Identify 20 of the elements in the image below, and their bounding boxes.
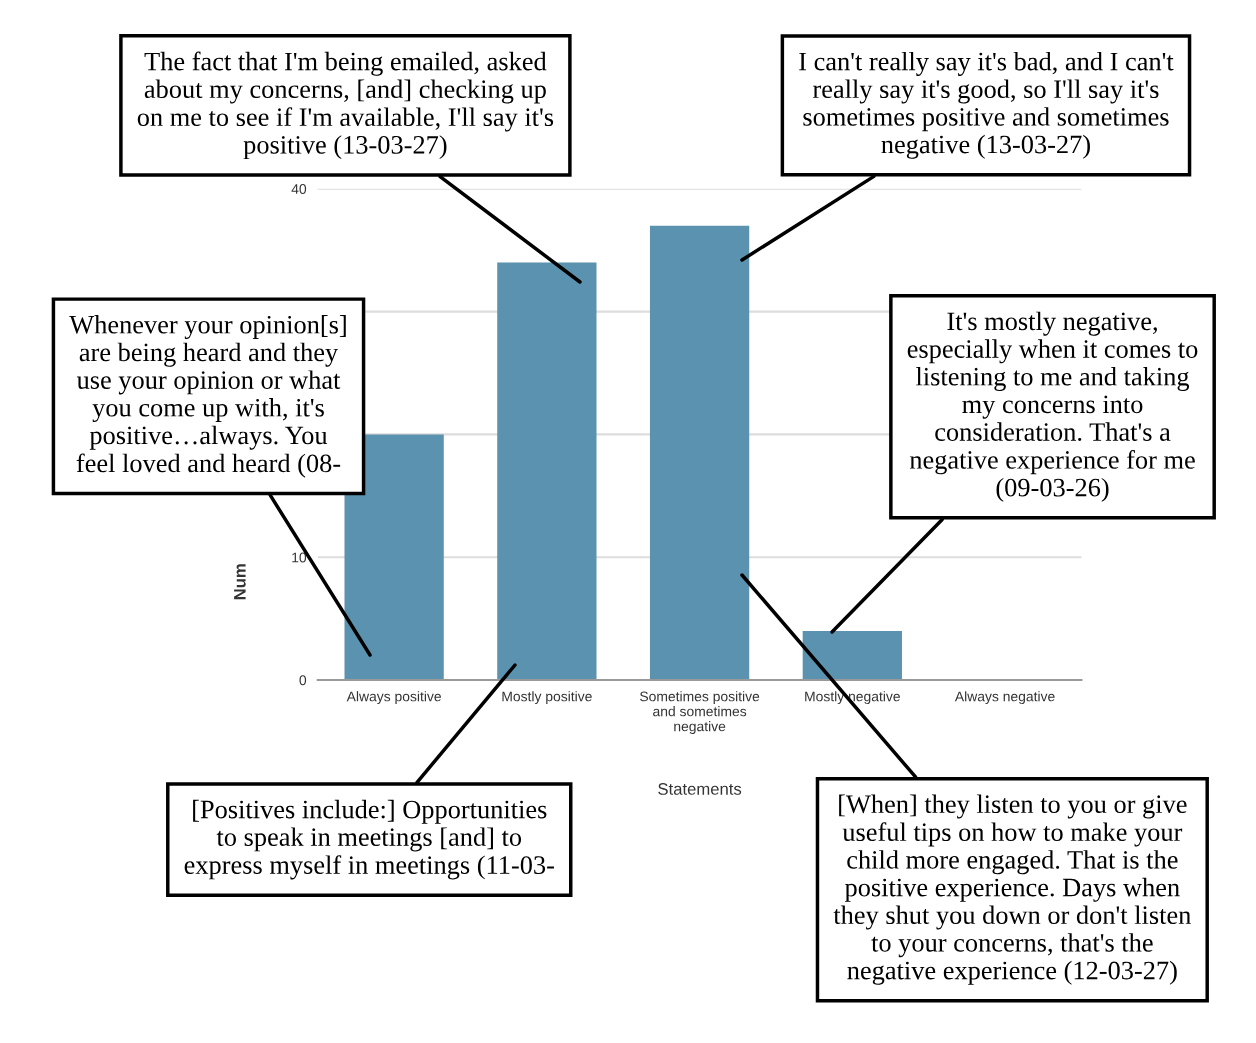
annotation: Whenever your opinion[s] are being heard and they use your opinion or what you come up with, it's positive…always. You feel loved and heard (08- [69, 315, 346, 478]
y-tick-label: 10 [292, 552, 307, 563]
x-axis-title: Statements [658, 783, 742, 795]
annotation: It's mostly negative, especially when it comes to listening to me and taking my concerns into consideration. That's a negative experience for me (09-03-26) [907, 311, 1198, 502]
x-tick-label: Always positive [346, 691, 441, 705]
x-tick-label: Mostly negative [805, 691, 900, 705]
text: I can't really say it's bad, and I can't really say it's good, so I'll say it's sometimes positive and sometimes negative (13-03-27) [799, 51, 1174, 159]
y-tick-label: 40 [291, 184, 307, 194]
bar [344, 434, 444, 681]
x-tick-label: Always negative [954, 691, 1055, 705]
text: [Positives include:] Opportunities to speak in meetings [and] to express myself in meetings (11-03- [184, 799, 554, 880]
bar [497, 262, 597, 681]
y-axis-title: Num [234, 564, 246, 600]
x-tick-label: Sometimes positive and sometimes negative [640, 691, 760, 735]
y-tick-label: 0 [299, 675, 307, 686]
bar [649, 225, 750, 681]
x-tick-label: Mostly positive [502, 691, 592, 705]
text: [When] they listen to you or give useful tips on how to make your child more engaged. That is the positive experience. Days when they shut you down or don't listen to your concerns, that's the negative experience (12-03-27) [833, 794, 1191, 985]
text: The fact that I'm being emailed, asked about my concerns, [and] checking up on me to see if I'm available, I'll say it's positive (13-03-27) [137, 51, 554, 160]
bar [802, 630, 902, 681]
